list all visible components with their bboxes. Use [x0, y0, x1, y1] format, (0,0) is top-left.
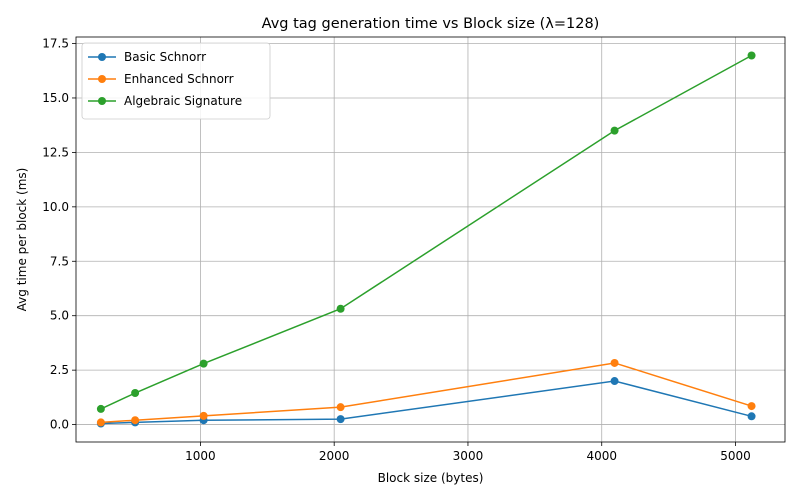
y-tick-label: 0.0	[50, 418, 69, 432]
y-axis-label: Avg time per block (ms)	[15, 168, 29, 312]
legend-marker-algebraic-signature	[98, 97, 106, 105]
algebraic-signature-point	[747, 51, 756, 60]
legend-box	[81, 42, 271, 120]
basic-schnorr-point	[336, 415, 345, 424]
y-tick-label: 2.5	[50, 363, 69, 377]
y-axis: 0.0 2.5 5.0 7.5 10.0 12.5 15.0 17.5	[42, 37, 76, 432]
legend: Basic Schnorr Enhanced Schnorr Algebraic S…	[81, 42, 271, 120]
plot-frame	[75, 36, 786, 443]
enhanced-schnorr-point	[199, 411, 208, 420]
algebraic-signature-point	[96, 404, 105, 413]
legend-marker-enhanced-schnorr	[98, 75, 106, 83]
algebraic-signature-point	[131, 389, 140, 398]
legend-marker-basic-schnorr	[98, 53, 106, 61]
enhanced-schnorr-point	[610, 358, 619, 367]
basic-schnorr-point	[610, 377, 619, 386]
enhanced-schnorr-line	[100, 362, 752, 424]
algebraic-signature-point	[336, 304, 345, 313]
y-tick-label: 15.0	[42, 91, 69, 105]
basic-schnorr-point	[747, 412, 756, 421]
x-tick-label: 2000	[319, 449, 350, 463]
x-axis: 1000 2000 3000 4000 5000	[185, 442, 751, 463]
x-tick-label: 5000	[720, 449, 751, 463]
y-tick-label: 12.5	[42, 145, 69, 159]
enhanced-schnorr-point	[96, 418, 105, 427]
x-tick-label: 3000	[453, 449, 484, 463]
legend-label-basic-schnorr: Basic Schnorr	[124, 50, 206, 64]
legend-label-algebraic-signature: Algebraic Signature	[124, 94, 242, 108]
enhanced-schnorr-point	[131, 416, 140, 425]
algebraic-signature-point	[199, 359, 208, 368]
y-tick-label: 7.5	[50, 254, 69, 268]
y-tick-label: 5.0	[50, 309, 69, 323]
y-tick-label: 17.5	[42, 37, 69, 51]
legend-label-enhanced-schnorr: Enhanced Schnorr	[124, 72, 234, 86]
x-axis-label: Block size (bytes)	[378, 471, 484, 485]
x-tick-label: 1000	[185, 449, 216, 463]
series-layer	[96, 51, 756, 428]
x-tick-label: 4000	[586, 449, 617, 463]
algebraic-signature-line	[100, 54, 752, 410]
enhanced-schnorr-point	[747, 402, 756, 411]
enhanced-schnorr-point	[336, 403, 345, 412]
y-tick-label: 10.0	[42, 200, 69, 214]
basic-schnorr-line	[100, 380, 752, 425]
algebraic-signature-point	[610, 126, 619, 135]
chart-title: Avg tag generation time vs Block size (λ…	[262, 16, 600, 32]
